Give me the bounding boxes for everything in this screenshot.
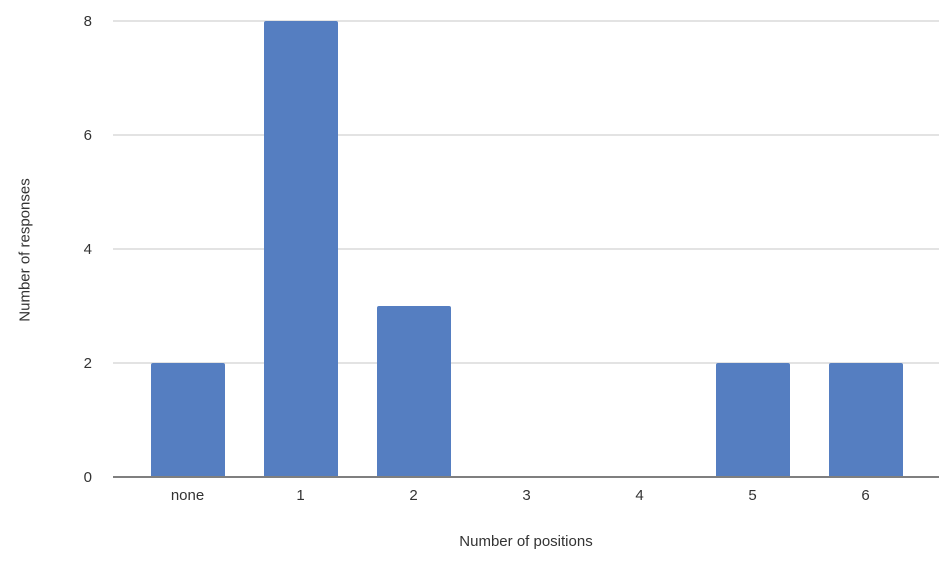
- x-axis-tick-label: 1: [296, 487, 305, 504]
- y-axis-tick-label: 6: [83, 127, 92, 144]
- bar: [828, 363, 903, 477]
- x-axis-tick-label: 6: [861, 487, 870, 504]
- y-axis-tick-label: 2: [83, 355, 92, 372]
- y-axis-title: Number of responses: [16, 178, 34, 322]
- x-axis-tick-label: 2: [409, 487, 418, 504]
- x-axis-tick-label: 4: [635, 487, 644, 504]
- y-axis-tick-label: 0: [83, 469, 92, 486]
- bar: [150, 363, 225, 477]
- bar: [376, 306, 451, 477]
- x-axis-tick-label: 3: [522, 487, 531, 504]
- x-axis-baseline: [113, 476, 939, 478]
- y-axis-tick-label: 4: [83, 241, 92, 258]
- gridline: [113, 134, 939, 136]
- x-axis-title: Number of positions: [459, 533, 593, 550]
- y-axis-tick-label: 8: [83, 13, 92, 30]
- x-axis-tick-label: 5: [748, 487, 757, 504]
- x-axis-tick-label: none: [170, 487, 205, 504]
- gridline: [113, 248, 939, 250]
- gridline: [113, 362, 939, 364]
- bar: [715, 363, 790, 477]
- bar: [263, 21, 338, 477]
- gridline: [113, 20, 939, 22]
